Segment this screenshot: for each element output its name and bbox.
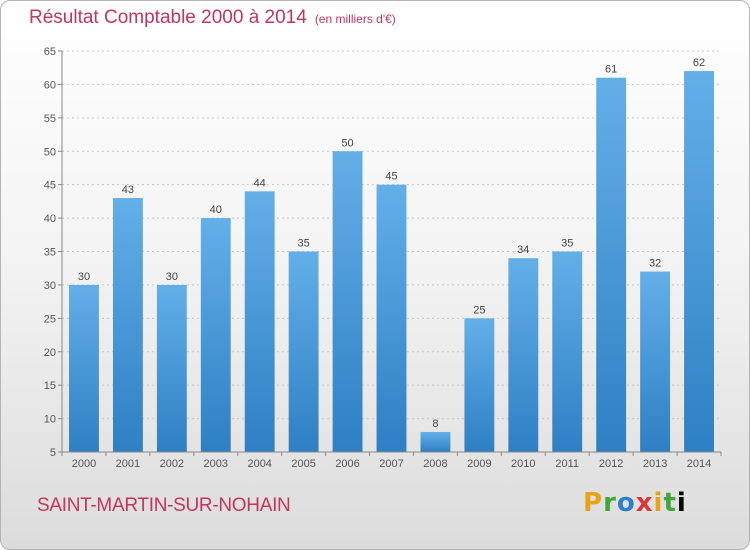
bar — [552, 251, 583, 452]
bar — [156, 284, 187, 452]
bar — [376, 184, 407, 452]
bar — [200, 218, 231, 452]
bar — [244, 191, 275, 452]
y-tick-label: 20 — [44, 347, 56, 359]
bar — [684, 71, 714, 453]
bar-value-label: 45 — [385, 171, 397, 183]
bar — [69, 284, 99, 452]
y-tick-label: 15 — [44, 380, 56, 392]
chart-unit-text: (en milliers d'€) — [314, 12, 396, 26]
chart-title-text: Résultat Comptable 2000 à 2014 — [29, 7, 307, 28]
x-tick-label: 2008 — [423, 458, 447, 470]
y-tick-label: 55 — [44, 113, 56, 125]
bar-value-label: 30 — [78, 271, 90, 283]
bar — [640, 271, 671, 452]
bar-value-label: 32 — [649, 258, 661, 270]
proxiti-logo: Proxiti — [583, 488, 687, 518]
bar — [332, 151, 363, 452]
logo-letter: r — [603, 488, 617, 518]
bar-value-label: 25 — [473, 304, 485, 316]
bar-value-label: 43 — [122, 184, 134, 196]
bar — [464, 318, 495, 452]
logo-letter: P — [583, 488, 604, 518]
y-tick-label: 60 — [44, 79, 56, 91]
chart-title: Résultat Comptable 2000 à 2014 (en millie… — [29, 7, 396, 29]
bar-series: 30 43 30 40 44 35 50 45 8 25 34 35 61 32 62 — [69, 57, 714, 453]
x-tick-label: 2010 — [511, 458, 535, 470]
bar — [420, 431, 451, 452]
logo-letter: x — [635, 488, 654, 518]
y-tick-label: 50 — [44, 146, 56, 158]
bar-value-label: 30 — [166, 271, 178, 283]
x-tick-label: 2003 — [204, 458, 228, 470]
x-tick-label: 2005 — [291, 458, 315, 470]
bar-value-label: 50 — [341, 137, 353, 149]
x-tick-label: 2013 — [643, 458, 667, 470]
x-tick-label: 2011 — [555, 458, 579, 470]
y-tick-label: 10 — [44, 414, 56, 426]
bar — [288, 251, 319, 452]
logo-letter: o — [616, 488, 636, 518]
y-tick-label: 65 — [44, 46, 56, 58]
bar-value-label: 8 — [432, 418, 438, 430]
y-tick-label: 40 — [44, 213, 56, 225]
bar — [508, 258, 539, 452]
bar-value-label: 40 — [210, 204, 222, 216]
y-tick-label: 25 — [44, 313, 56, 325]
y-tick-label: 5 — [50, 447, 56, 459]
x-tick-label: 2006 — [335, 458, 359, 470]
logo-letter: t — [663, 488, 677, 518]
logo-letter: i — [653, 488, 664, 518]
y-tick-label: 35 — [44, 247, 56, 259]
x-tick-label: 2000 — [72, 458, 96, 470]
y-tick-label: 30 — [44, 280, 56, 292]
commune-name: SAINT-MARTIN-SUR-NOHAIN — [37, 495, 291, 516]
bar-value-label: 34 — [517, 244, 529, 256]
bar-value-label: 62 — [693, 57, 705, 69]
x-axis: 2000 2001 2002 2003 2004 2005 2006 2007 2008 2009… — [61, 451, 722, 470]
y-axis: 5 10 15 20 25 30 35 40 45 50 55 60 65 — [44, 46, 63, 459]
bar-value-label: 35 — [298, 238, 310, 250]
bar — [596, 77, 627, 452]
bar-value-label: 44 — [254, 177, 266, 189]
logo-letter: i — [676, 488, 687, 518]
bar-value-label: 35 — [561, 238, 573, 250]
x-tick-label: 2009 — [467, 458, 491, 470]
x-tick-label: 2004 — [247, 458, 271, 470]
bar-value-label: 61 — [605, 64, 617, 76]
bar — [112, 198, 143, 452]
x-tick-label: 2014 — [687, 458, 711, 470]
x-tick-label: 2002 — [160, 458, 184, 470]
x-tick-label: 2001 — [116, 458, 140, 470]
y-tick-label: 45 — [44, 180, 56, 192]
x-tick-label: 2007 — [379, 458, 403, 470]
x-tick-label: 2012 — [599, 458, 623, 470]
